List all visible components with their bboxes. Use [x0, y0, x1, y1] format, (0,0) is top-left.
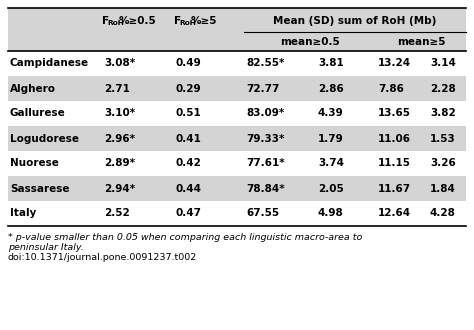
Text: 82.55*: 82.55* [246, 58, 284, 69]
Text: 12.64: 12.64 [378, 209, 411, 218]
Text: F: F [102, 16, 109, 25]
Text: 2.86: 2.86 [318, 83, 344, 93]
Text: 11.15: 11.15 [378, 158, 411, 169]
Text: Italy: Italy [10, 209, 36, 218]
Text: Mean (SD) sum of RoH (Mb): Mean (SD) sum of RoH (Mb) [273, 16, 437, 25]
Text: 3.82: 3.82 [430, 109, 456, 118]
Text: 0.41: 0.41 [176, 134, 202, 144]
Text: 2.52: 2.52 [104, 209, 130, 218]
Text: mean≥0.5: mean≥0.5 [280, 37, 340, 47]
Text: Alghero: Alghero [10, 83, 56, 93]
Text: 2.71: 2.71 [104, 83, 130, 93]
Text: 0.29: 0.29 [176, 83, 201, 93]
Text: 2.96*: 2.96* [104, 134, 135, 144]
Text: Nuorese: Nuorese [10, 158, 59, 169]
Text: F: F [174, 16, 181, 25]
Text: Campidanese: Campidanese [10, 58, 89, 69]
Text: 0.49: 0.49 [176, 58, 202, 69]
Text: 3.14: 3.14 [430, 58, 456, 69]
Text: Gallurese: Gallurese [10, 109, 66, 118]
Text: 1.53: 1.53 [430, 134, 456, 144]
Text: 2.94*: 2.94* [104, 183, 135, 193]
Text: 78.84*: 78.84* [246, 183, 284, 193]
Text: 0.47: 0.47 [176, 209, 202, 218]
Text: 2.28: 2.28 [430, 83, 456, 93]
Text: peninsular Italy.: peninsular Italy. [8, 244, 84, 252]
Text: 67.55: 67.55 [246, 209, 279, 218]
Text: 7.86: 7.86 [378, 83, 404, 93]
Text: 13.65: 13.65 [378, 109, 411, 118]
Text: 4.98: 4.98 [318, 209, 344, 218]
Text: 0.51: 0.51 [176, 109, 202, 118]
Text: %≥0.5: %≥0.5 [118, 16, 156, 25]
Bar [8, 76, 466, 101]
Text: 3.08*: 3.08* [104, 58, 135, 69]
Bar [8, 176, 466, 201]
Text: 3.81: 3.81 [318, 58, 344, 69]
Text: 3.74: 3.74 [318, 158, 344, 169]
Text: 11.67: 11.67 [378, 183, 411, 193]
Text: 77.61*: 77.61* [246, 158, 284, 169]
Bar [8, 8, 466, 51]
Text: Sassarese: Sassarese [10, 183, 70, 193]
Bar [8, 151, 466, 176]
Text: 72.77: 72.77 [246, 83, 279, 93]
Bar [8, 126, 466, 151]
Text: 1.79: 1.79 [318, 134, 344, 144]
Bar [8, 201, 466, 226]
Text: 3.10*: 3.10* [104, 109, 135, 118]
Text: 4.39: 4.39 [318, 109, 344, 118]
Text: 1.84: 1.84 [430, 183, 456, 193]
Text: 0.42: 0.42 [176, 158, 202, 169]
Text: 83.09*: 83.09* [246, 109, 284, 118]
Text: 0.44: 0.44 [176, 183, 202, 193]
Text: 11.06: 11.06 [378, 134, 411, 144]
Text: mean≥5: mean≥5 [397, 37, 445, 47]
Text: 3.26: 3.26 [430, 158, 456, 169]
Text: %≥5: %≥5 [191, 16, 217, 25]
Text: doi:10.1371/journal.pone.0091237.t002: doi:10.1371/journal.pone.0091237.t002 [8, 253, 197, 262]
Text: 4.28: 4.28 [430, 209, 456, 218]
Bar [8, 101, 466, 126]
Text: 13.24: 13.24 [378, 58, 411, 69]
Bar [8, 51, 466, 76]
Text: 79.33*: 79.33* [246, 134, 284, 144]
Text: Logudorese: Logudorese [10, 134, 79, 144]
Text: RoH: RoH [179, 20, 196, 26]
Text: RoH: RoH [107, 20, 124, 26]
Text: 2.89*: 2.89* [104, 158, 135, 169]
Text: 2.05: 2.05 [318, 183, 344, 193]
Text: * p-value smaller than 0.05 when comparing each linguistic macro-area to: * p-value smaller than 0.05 when compari… [8, 234, 363, 243]
